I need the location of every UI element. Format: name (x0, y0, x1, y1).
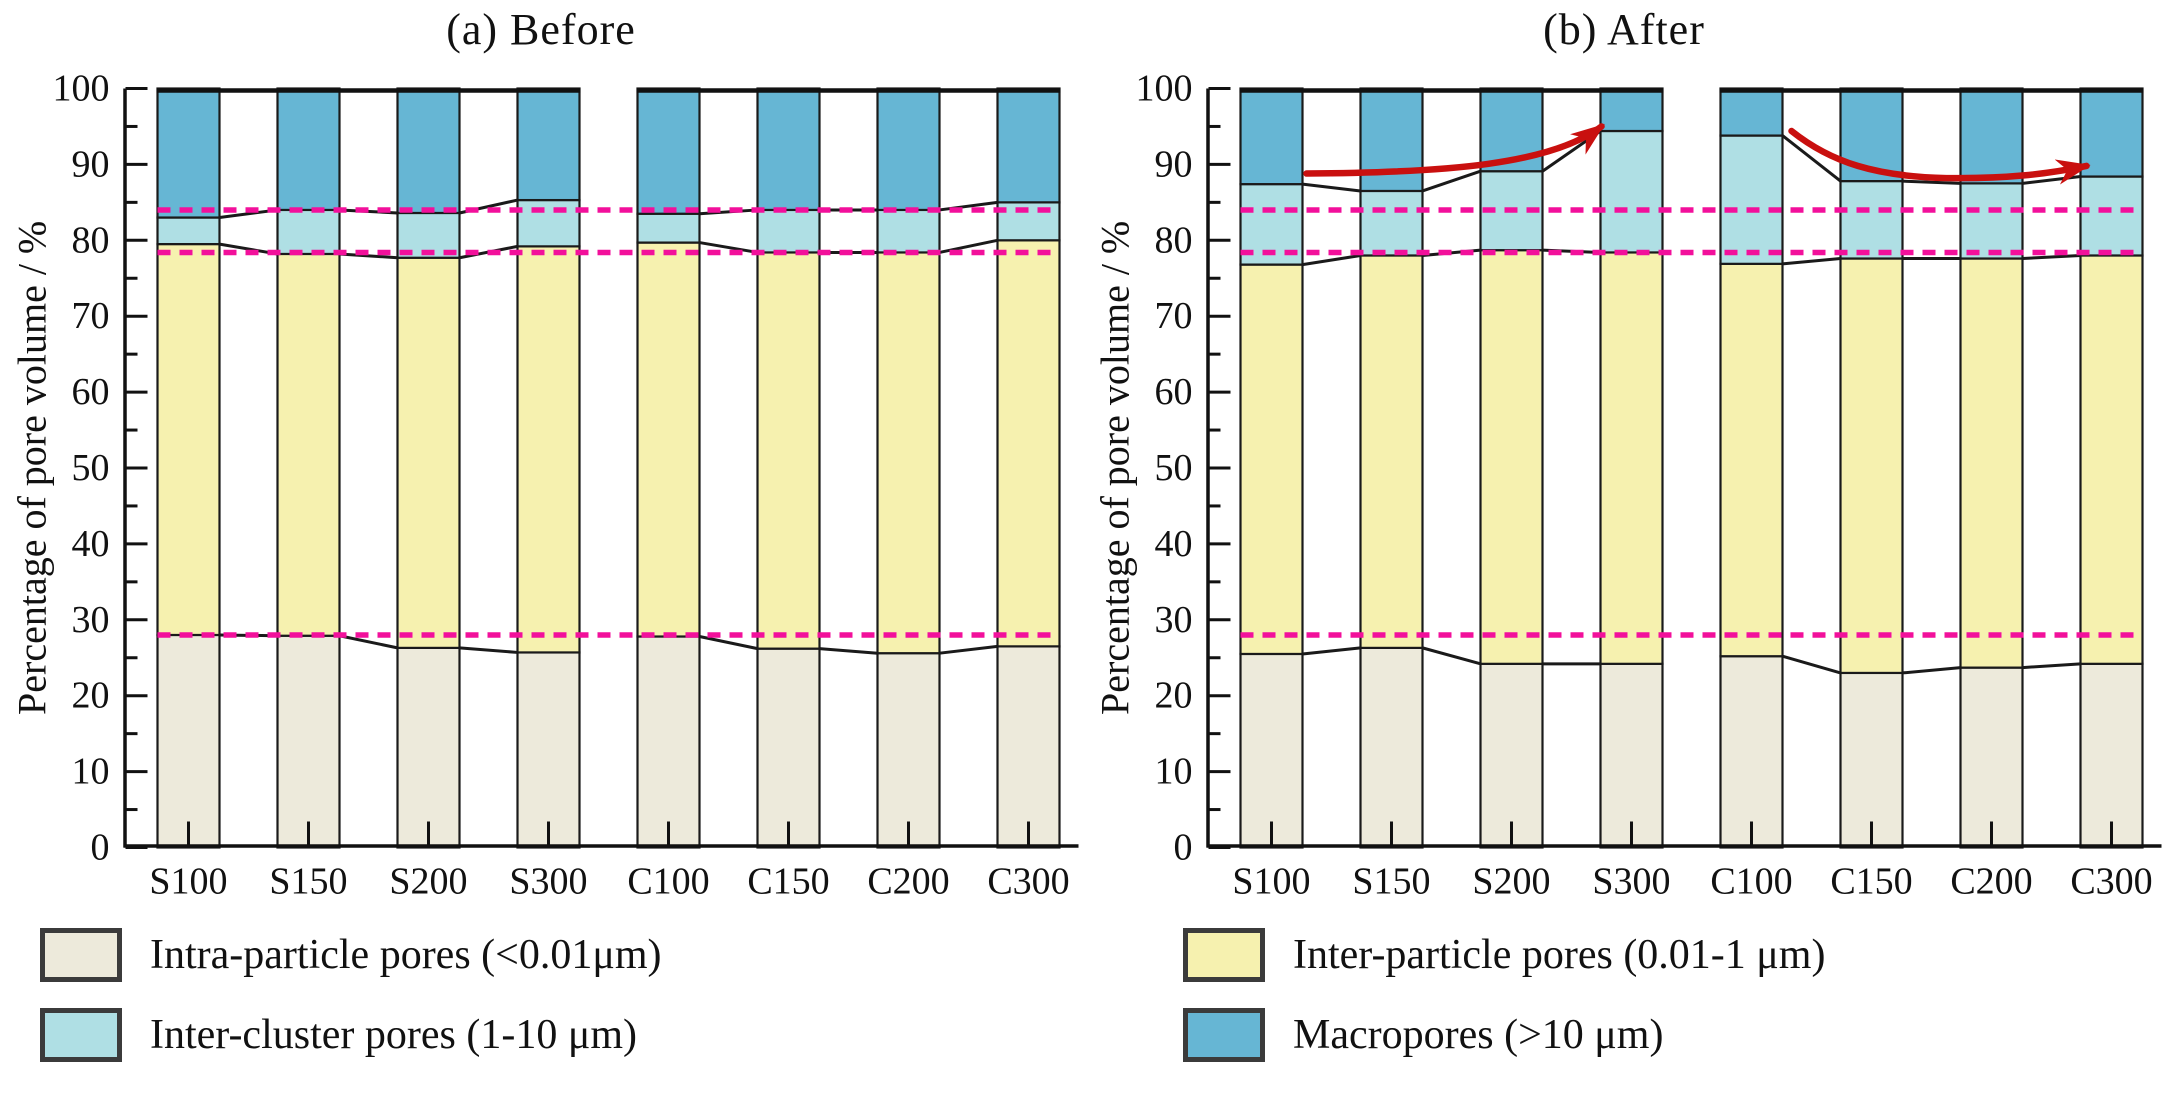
svg-text:0: 0 (1174, 827, 1193, 869)
svg-text:C200: C200 (867, 861, 949, 903)
svg-text:100: 100 (1136, 68, 1193, 110)
svg-text:30: 30 (72, 599, 110, 641)
legend-label: Macropores (>10 μm) (1293, 1012, 1664, 1058)
svg-text:50: 50 (1155, 447, 1193, 489)
intra-particle-swatch (40, 928, 122, 982)
legend-item-inter-particle: Inter-particle pores (0.01-1 μm) (1183, 928, 1825, 982)
svg-text:C300: C300 (2070, 861, 2152, 903)
svg-text:60: 60 (1155, 371, 1193, 413)
svg-text:20: 20 (72, 675, 110, 717)
svg-text:70: 70 (1155, 295, 1193, 337)
macropores-swatch (1183, 1008, 1265, 1062)
panel-before-title: (a) Before (446, 5, 636, 54)
svg-text:10: 10 (1155, 751, 1193, 793)
svg-text:80: 80 (1155, 219, 1193, 261)
svg-text:60: 60 (72, 371, 110, 413)
svg-text:C100: C100 (627, 861, 709, 903)
svg-text:S200: S200 (1472, 861, 1550, 903)
svg-text:C150: C150 (747, 861, 829, 903)
svg-text:70: 70 (72, 295, 110, 337)
svg-text:S150: S150 (269, 861, 347, 903)
svg-text:S100: S100 (149, 861, 227, 903)
svg-text:40: 40 (1155, 523, 1193, 565)
s-group-increase-arrow (1303, 123, 1605, 177)
legend-label: Intra-particle pores (<0.01μm) (150, 932, 662, 978)
svg-text:100: 100 (53, 68, 110, 110)
panel-after: (b) After Percentage of pore volume / % … (1083, 0, 2165, 915)
inter-cluster-swatch (40, 1008, 122, 1062)
svg-text:80: 80 (72, 219, 110, 261)
svg-text:40: 40 (72, 523, 110, 565)
legend-item-intra-particle: Intra-particle pores (<0.01μm) (40, 928, 662, 982)
panel-after-title: (b) After (1543, 5, 1705, 54)
plot-area-before: 0 10 20 30 40 50 60 70 80 90 100 S100 S150 S200 S300 C1… (53, 68, 1079, 903)
svg-text:S100: S100 (1232, 861, 1310, 903)
svg-text:C150: C150 (1830, 861, 1912, 903)
svg-text:10: 10 (72, 751, 110, 793)
svg-text:S150: S150 (1352, 861, 1430, 903)
svg-text:C200: C200 (1950, 861, 2032, 903)
svg-text:C100: C100 (1710, 861, 1792, 903)
legend-label: Inter-particle pores (0.01-1 μm) (1293, 932, 1826, 978)
c-group-trend-arrow (1788, 127, 2091, 185)
svg-text:50: 50 (72, 447, 110, 489)
inter-particle-swatch (1183, 928, 1265, 982)
panel-before: (a) Before Percentage of pore volume / %… (0, 0, 1082, 915)
svg-text:90: 90 (1155, 143, 1193, 185)
svg-text:90: 90 (72, 143, 110, 185)
svg-text:S200: S200 (389, 861, 467, 903)
plot-area-after: 0 10 20 30 40 50 60 70 80 90 100 S100 S150 S200 S300 C1… (1136, 68, 2162, 903)
svg-text:0: 0 (91, 827, 110, 869)
svg-text:20: 20 (1155, 675, 1193, 717)
svg-text:S300: S300 (1592, 861, 1670, 903)
legend-label: Inter-cluster pores (1-10 μm) (150, 1012, 637, 1058)
svg-text:S300: S300 (509, 861, 587, 903)
svg-text:30: 30 (1155, 599, 1193, 641)
legend-item-macropores: Macropores (>10 μm) (1183, 1008, 1663, 1062)
svg-text:C300: C300 (987, 861, 1069, 903)
legend-item-inter-cluster: Inter-cluster pores (1-10 μm) (40, 1008, 637, 1062)
